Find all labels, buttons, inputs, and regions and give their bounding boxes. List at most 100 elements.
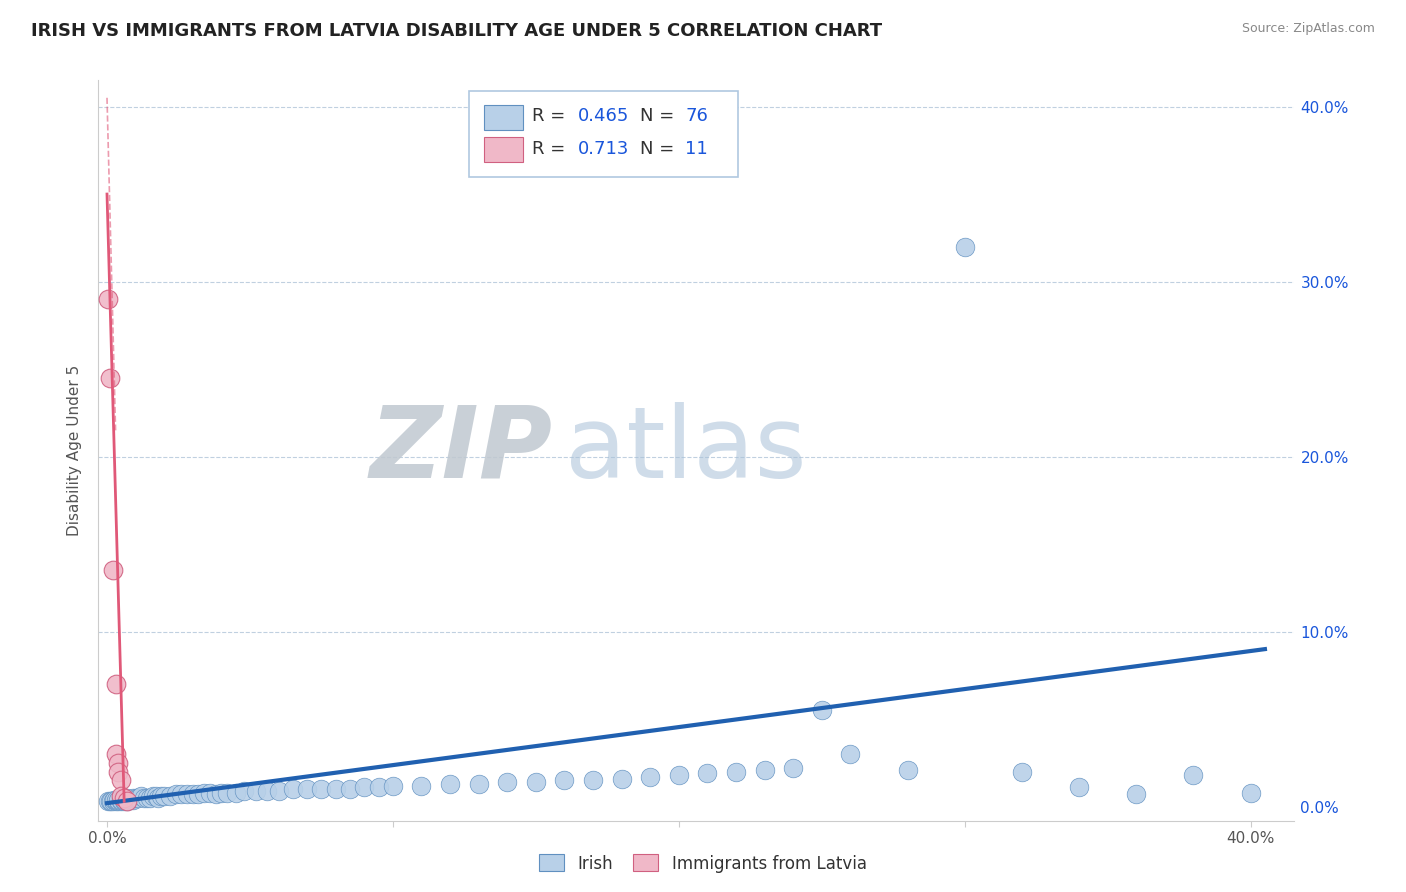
Point — [295, 782, 318, 797]
FancyBboxPatch shape — [485, 105, 523, 130]
Point — [170, 788, 193, 802]
Point — [668, 768, 690, 782]
Point — [101, 563, 124, 577]
Point — [104, 794, 127, 808]
Point — [1125, 788, 1147, 802]
Point — [134, 790, 156, 805]
Point — [524, 775, 547, 789]
Point — [107, 792, 129, 806]
Point — [100, 794, 122, 808]
Text: 0.465: 0.465 — [578, 107, 628, 125]
Point — [176, 788, 198, 802]
Text: atlas: atlas — [565, 402, 806, 499]
Point — [121, 790, 143, 805]
Point — [367, 780, 389, 795]
Point — [127, 790, 149, 805]
Point — [233, 784, 256, 798]
Point — [839, 747, 862, 761]
Point — [139, 790, 162, 805]
Point — [159, 789, 181, 804]
FancyBboxPatch shape — [485, 137, 523, 161]
Point — [553, 773, 575, 788]
Legend: Irish, Immigrants from Latvia: Irish, Immigrants from Latvia — [533, 847, 873, 880]
Y-axis label: Disability Age Under 5: Disability Age Under 5 — [67, 365, 83, 536]
Point — [107, 764, 129, 779]
Text: R =: R = — [533, 140, 571, 158]
Point — [582, 773, 605, 788]
Point — [142, 789, 165, 804]
Point — [145, 789, 167, 804]
Point — [150, 789, 173, 804]
Point — [267, 784, 290, 798]
Point — [411, 779, 433, 793]
Point — [439, 777, 461, 791]
Point — [225, 786, 247, 800]
Point — [1067, 780, 1090, 795]
Point — [107, 794, 129, 808]
Point — [325, 782, 347, 797]
Point — [198, 786, 221, 800]
Point — [467, 777, 489, 791]
Text: IRISH VS IMMIGRANTS FROM LATVIA DISABILITY AGE UNDER 5 CORRELATION CHART: IRISH VS IMMIGRANTS FROM LATVIA DISABILI… — [31, 22, 882, 40]
Point — [112, 792, 135, 806]
Point — [754, 763, 776, 777]
Point — [1011, 764, 1033, 779]
Point — [381, 779, 404, 793]
FancyBboxPatch shape — [470, 91, 738, 177]
Point — [153, 789, 176, 804]
Point — [810, 703, 832, 717]
Point — [209, 786, 232, 800]
Text: Source: ZipAtlas.com: Source: ZipAtlas.com — [1241, 22, 1375, 36]
Point — [782, 761, 804, 775]
Point — [110, 773, 132, 788]
Point — [112, 790, 135, 805]
Point — [136, 790, 159, 805]
Point — [339, 782, 361, 797]
Point — [98, 371, 121, 385]
Point — [148, 790, 170, 805]
Text: 76: 76 — [685, 107, 709, 125]
Point — [104, 747, 127, 761]
Point — [896, 763, 918, 777]
Point — [107, 756, 129, 770]
Text: N =: N = — [640, 107, 679, 125]
Point — [118, 792, 141, 806]
Point — [165, 788, 187, 802]
Point — [124, 790, 146, 805]
Point — [187, 788, 209, 802]
Point — [112, 794, 135, 808]
Point — [256, 784, 278, 798]
Point — [724, 764, 747, 779]
Text: 11: 11 — [685, 140, 709, 158]
Point — [610, 772, 633, 786]
Point — [181, 788, 204, 802]
Point — [110, 794, 132, 808]
Point — [104, 792, 127, 806]
Point — [115, 794, 138, 808]
Point — [217, 786, 239, 800]
Point — [97, 794, 120, 808]
Text: 0.713: 0.713 — [578, 140, 628, 158]
Point — [121, 792, 143, 806]
Point — [311, 782, 333, 797]
Point — [131, 789, 153, 804]
Point — [101, 794, 124, 808]
Point — [193, 786, 215, 800]
Text: ZIP: ZIP — [370, 402, 553, 499]
Point — [953, 239, 976, 253]
Point — [1239, 786, 1261, 800]
Text: N =: N = — [640, 140, 679, 158]
Point — [110, 792, 132, 806]
Point — [353, 780, 375, 795]
Point — [245, 784, 267, 798]
Point — [104, 677, 127, 691]
Point — [1182, 768, 1205, 782]
Text: R =: R = — [533, 107, 571, 125]
Point — [696, 766, 718, 780]
Point — [115, 794, 138, 808]
Point — [98, 794, 121, 808]
Point — [115, 790, 138, 805]
Point — [110, 789, 132, 804]
Point — [281, 782, 304, 797]
Point — [97, 292, 120, 306]
